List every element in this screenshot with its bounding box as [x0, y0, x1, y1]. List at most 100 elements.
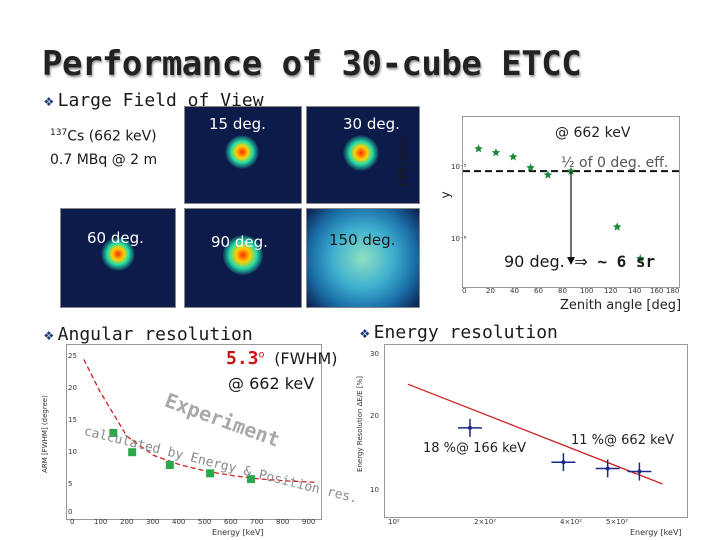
result-prefix: 90 deg. — [504, 252, 565, 271]
efficiency-ylabel: Efficienc y — [396, 116, 452, 216]
angular-fwhm: 5.3o (FWHM) — [226, 348, 338, 369]
efficiency-point — [543, 170, 553, 179]
ang-xticks: 0 100 200 300 400 500 600 700 800 900 — [70, 518, 320, 528]
energy-chart: 18 %@ 166 keV 11 %@ 662 keV — [384, 344, 688, 518]
efficiency-result: 90 deg. ⇒ ~ 6 sr — [504, 252, 655, 271]
efficiency-chart: @ 662 keV ½ of 0 deg. eff. 10⁻⁵ 10⁻⁶ — [451, 116, 680, 288]
en-ytick: 20 — [370, 412, 379, 420]
eff-xtick: 160 — [650, 287, 664, 295]
ang-xtick: 100 — [94, 518, 108, 526]
efficiency-point — [566, 166, 576, 175]
bullet-angular: ❖ Angular resolution — [44, 324, 253, 345]
eff-xtick: 140 — [628, 287, 642, 295]
fwhm-label: (FWHM) — [274, 349, 338, 368]
en-ylabel: Energy Resolution ΔE/E [%] — [355, 376, 364, 472]
arrow-icon: ⇒ — [574, 252, 588, 271]
en-xticks: 10² 2×10² 4×10² 5×10² — [384, 518, 686, 528]
experiment-point — [109, 429, 118, 437]
energy-point — [605, 466, 610, 471]
efficiency-half-label: ½ of 0 deg. eff. — [561, 155, 669, 171]
fit-line — [407, 383, 663, 485]
ang-xlabel: Energy [keV] — [212, 528, 264, 537]
image-panel-60deg: 60 deg. — [60, 208, 176, 308]
eff-xtick: 100 — [580, 287, 594, 295]
energy-plot — [407, 383, 663, 485]
energy-label-662: 11 %@ 662 keV — [571, 433, 675, 448]
angular-plot — [83, 359, 316, 484]
ang-xtick: 300 — [146, 518, 160, 526]
calculated-curve — [83, 359, 316, 483]
eff-xtick: 80 — [558, 287, 567, 295]
ang-xtick: 500 — [198, 518, 212, 526]
experiment-point — [247, 475, 256, 484]
diamond-bullet-icon: ❖ — [44, 325, 54, 344]
en-xtick: 4×10² — [560, 518, 583, 526]
ang-ytick: 10 — [68, 448, 77, 456]
ang-xtick: 900 — [302, 518, 316, 526]
bullet-fov: ❖ Large Field of View — [44, 90, 264, 111]
eff-xtick: 60 — [534, 287, 543, 295]
image-panel-90deg: 90 deg. — [184, 208, 302, 308]
bullet-energy: ❖ Energy resolution — [360, 322, 558, 343]
en-xtick: 2×10² — [474, 518, 497, 526]
arrow-90deg-head — [567, 257, 575, 265]
eff-ytick: 10⁻⁵ — [451, 163, 467, 171]
diamond-bullet-icon: ❖ — [44, 91, 54, 110]
fwhm-degree: o — [258, 349, 265, 361]
source-activity: 0.7 MBq @ 2 m — [50, 152, 158, 168]
ang-yticks: 25 20 15 10 5 0 — [68, 346, 78, 520]
bullet-angular-text: Angular resolution — [57, 324, 253, 345]
ang-xtick: 400 — [172, 518, 186, 526]
ang-ylabel-wrap: ARM [FWHM] (degree) — [41, 360, 68, 510]
efficiency-at-energy: @ 662 keV — [555, 125, 631, 141]
en-ytick: 30 — [370, 350, 379, 358]
experiment-point — [165, 461, 174, 469]
eff-ytick: 10⁻⁶ — [451, 235, 467, 243]
ang-xtick: 600 — [224, 518, 238, 526]
energy-label-166: 18 %@ 166 keV — [423, 441, 527, 456]
efficiency-point — [474, 144, 483, 153]
efficiency-point — [612, 222, 622, 231]
energy-point — [561, 460, 566, 465]
efficiency-point — [636, 254, 645, 263]
energy-point — [467, 425, 472, 430]
image-label-30: 30 deg. — [343, 115, 400, 133]
efficiency-point — [491, 148, 501, 157]
angular-chart — [66, 344, 322, 520]
ang-ylabel: ARM [FWHM] (degree) — [40, 395, 49, 473]
ang-xtick: 0 — [70, 518, 75, 526]
efficiency-xlabel: Zenith angle [deg] — [560, 298, 682, 313]
en-ylabel-wrap: Energy Resolution ΔE/E [%] — [356, 360, 372, 510]
ang-xtick: 700 — [250, 518, 264, 526]
experiment-point — [206, 469, 215, 478]
eff-xtick: 180 — [666, 287, 680, 295]
en-yticks: 30 20 10 — [370, 346, 384, 516]
image-label-60: 60 deg. — [87, 229, 144, 247]
bullet-fov-text: Large Field of View — [57, 90, 264, 111]
eff-xticks: 0 20 40 60 80 100 120 140 160 180 — [462, 287, 680, 297]
isotope-mass: 137 — [50, 128, 68, 138]
eff-xtick: 0 — [462, 287, 467, 295]
ang-xtick: 800 — [276, 518, 290, 526]
ang-ytick: 0 — [68, 508, 73, 516]
ang-ytick: 25 — [68, 352, 77, 360]
ang-ytick: 20 — [68, 384, 77, 392]
energy-point — [637, 469, 642, 474]
slide-title: Performance of 30-cube ETCC — [42, 44, 582, 84]
fwhm-value: 5.3 — [226, 348, 259, 369]
en-ytick: 10 — [370, 486, 379, 494]
eff-xtick: 120 — [604, 287, 618, 295]
image-label-90: 90 deg. — [211, 233, 268, 251]
image-label-15: 15 deg. — [209, 115, 266, 133]
bullet-energy-text: Energy resolution — [373, 322, 558, 343]
efficiency-point — [508, 152, 518, 161]
experiment-point — [128, 448, 137, 457]
eff-xtick: 20 — [486, 287, 495, 295]
image-label-150: 150 deg. — [329, 231, 396, 249]
angular-at-energy: @ 662 keV — [228, 374, 315, 393]
image-panel-150deg: 150 deg. — [306, 208, 420, 308]
efficiency-plot — [463, 144, 679, 265]
isotope-line: Cs (662 keV) — [67, 128, 157, 145]
ang-ytick: 15 — [68, 416, 77, 424]
diamond-bullet-icon: ❖ — [360, 323, 370, 342]
